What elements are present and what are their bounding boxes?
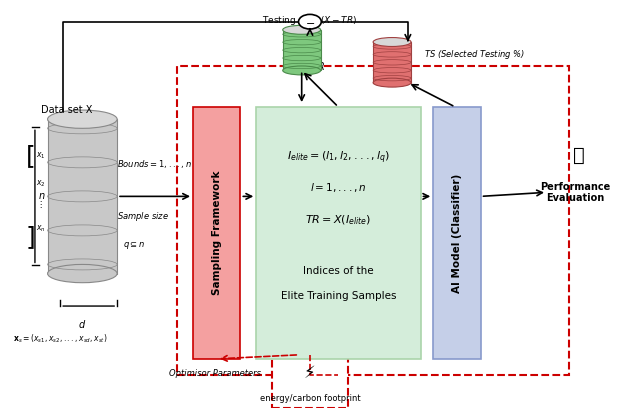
Text: Performance
Evaluation: Performance Evaluation (540, 182, 611, 203)
Text: Indices of the: Indices of the (303, 266, 374, 276)
Text: [: [ (26, 144, 35, 168)
Text: $I_{elite} = (l_1, l_2, ..., l_q)$: $I_{elite} = (l_1, l_2, ..., l_q)$ (287, 149, 390, 166)
Text: Elite Training Samples: Elite Training Samples (280, 291, 396, 301)
Ellipse shape (283, 66, 321, 75)
Text: Testing pool $(X - TR)$: Testing pool $(X - TR)$ (262, 13, 358, 27)
Polygon shape (373, 42, 411, 83)
Text: $Sample\ size$: $Sample\ size$ (117, 210, 169, 223)
Text: $-$: $-$ (305, 17, 315, 27)
Text: Optimisor Parameters: Optimisor Parameters (169, 369, 261, 378)
Text: AI Model (Classifier): AI Model (Classifier) (452, 173, 462, 292)
Text: $TS$ (Selected Testing %): $TS$ (Selected Testing %) (424, 48, 525, 61)
FancyBboxPatch shape (193, 107, 241, 359)
Text: 📈: 📈 (573, 146, 584, 165)
Ellipse shape (47, 264, 117, 283)
FancyBboxPatch shape (256, 107, 420, 359)
Text: ]: ] (26, 225, 35, 249)
Text: Data set X: Data set X (41, 105, 92, 115)
Text: energy/carbon footprint: energy/carbon footprint (260, 394, 360, 403)
Ellipse shape (47, 110, 117, 128)
Ellipse shape (373, 38, 411, 47)
Ellipse shape (283, 25, 321, 34)
Polygon shape (283, 30, 321, 70)
Text: $TR$: $TR$ (312, 61, 326, 72)
Text: $\vdots$: $\vdots$ (36, 199, 42, 210)
Text: $q \subseteq n$: $q \subseteq n$ (124, 240, 146, 251)
FancyBboxPatch shape (272, 355, 348, 408)
Text: $n$: $n$ (38, 191, 45, 201)
Polygon shape (47, 119, 117, 274)
Text: $l = 1, ..., n$: $l = 1, ..., n$ (310, 181, 367, 194)
Circle shape (298, 14, 321, 29)
Text: ⚡: ⚡ (304, 364, 316, 382)
Text: $x_2$: $x_2$ (36, 179, 45, 189)
Text: $TR = X(I_{elite})$: $TR = X(I_{elite})$ (305, 213, 371, 227)
Text: $x_n$: $x_n$ (36, 224, 45, 234)
Text: $Bounds = 1, ..., n$: $Bounds = 1, ..., n$ (117, 158, 192, 170)
Ellipse shape (373, 78, 411, 87)
Text: $d$: $d$ (78, 318, 86, 330)
Text: $\mathbf{x}_s = (x_{s1}, x_{s2}, ..., x_{sd}, x_{st})$: $\mathbf{x}_s = (x_{s1}, x_{s2}, ..., x_… (13, 332, 108, 345)
Text: $x_1$: $x_1$ (36, 151, 45, 161)
FancyBboxPatch shape (433, 107, 481, 359)
Text: Sampling Framework: Sampling Framework (212, 171, 221, 295)
